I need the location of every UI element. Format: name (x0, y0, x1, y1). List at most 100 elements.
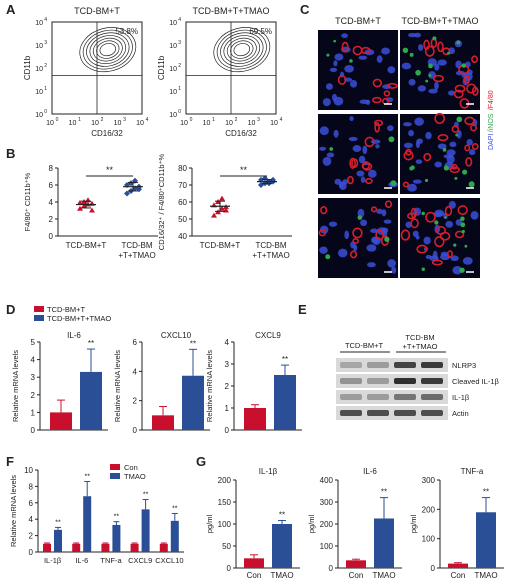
c-f480-cell (437, 41, 444, 53)
a-left-contour (82, 29, 133, 70)
g-sig: ** (279, 510, 285, 519)
e-band (394, 378, 416, 384)
f-y-tick-label: 4 (29, 515, 34, 524)
a-left-x-tick-exp: 4 (146, 117, 149, 123)
c-inos-signal (454, 176, 458, 180)
d-plot-0-y-tick-label: 2 (31, 391, 36, 400)
a-left-y-tick-label: 10 (35, 112, 43, 119)
a-right-x-tick-exp: 1 (212, 117, 215, 123)
c-nucleus (403, 142, 413, 149)
c-f480-cell (352, 238, 359, 245)
c-nucleus (445, 220, 454, 228)
c-nucleus (342, 179, 348, 185)
panel-letter-g: G (196, 454, 206, 469)
f-bar (83, 496, 92, 552)
c-inos-signal (428, 63, 433, 69)
a-left-y-tick-label: 10 (35, 20, 43, 27)
c-f480-cell (451, 125, 460, 133)
c-nucleus (448, 90, 455, 96)
c-nucleus (376, 208, 383, 215)
c-nucleus (407, 183, 417, 192)
b-left-point (77, 205, 83, 211)
g-plot-0-y-tick-label: 100 (218, 520, 232, 529)
a-right-x-tick-exp: 2 (235, 117, 238, 123)
c-nucleus (418, 44, 424, 51)
c-f480-cell (437, 134, 449, 142)
c-f480-cell (444, 205, 453, 216)
g-plot-1-y-tick-label: 0 (329, 564, 334, 573)
c-nucleus (319, 126, 329, 136)
c-nucleus (381, 47, 390, 55)
a-left-y-tick-exp: 4 (44, 17, 47, 23)
b-left-y-tick-label: 8 (49, 164, 54, 173)
d-bar (152, 415, 174, 430)
a-left-ylabel: CD11b (23, 55, 32, 80)
c-f480-cell (407, 212, 416, 220)
c-inos-signal (329, 147, 334, 151)
a-right-contour (230, 40, 254, 59)
g-ylabel: pg/ml (307, 514, 316, 533)
panel-letter-b: B (6, 146, 15, 161)
a-right-x-tick-exp: 4 (280, 117, 283, 123)
c-nucleus (434, 209, 445, 217)
c-nucleus (360, 176, 366, 183)
c-nucleus (319, 146, 327, 151)
d-bar (182, 375, 204, 430)
d-ylabel: Relative mRNA levels (11, 350, 20, 422)
e-lane-label: TCD-BM (405, 333, 434, 342)
e-blot-strip (336, 358, 448, 372)
d-plot-0-y-tick-label: 3 (31, 373, 36, 382)
c-nucleus (468, 149, 476, 156)
a-right-y-tick-label: 10 (169, 20, 177, 27)
g-plot-0-y-tick-label: 50 (222, 542, 231, 551)
b-right-category: TCD-BM (255, 241, 286, 250)
f-y-tick-label: 6 (29, 499, 34, 508)
c-f480-cell (464, 116, 475, 126)
c-inos-signal (447, 51, 450, 55)
a-right-contour (220, 32, 264, 67)
c-f480-cell (442, 47, 451, 56)
b-left-point (89, 207, 95, 213)
c-nucleus (381, 209, 387, 217)
d-plot-title: IL-6 (67, 331, 81, 340)
c-f480-cell (371, 96, 382, 104)
a-right-y-tick-exp: 2 (178, 63, 181, 69)
a-left-x-tick-exp: 2 (101, 117, 104, 123)
c-nucleus (341, 33, 348, 39)
d-legend-swatch (34, 306, 44, 312)
panel-letter-d: D (6, 302, 15, 317)
c-f480-cell (453, 89, 464, 99)
c-inos-signal (456, 40, 461, 45)
c-nucleus (455, 60, 462, 69)
c-f480-cell (434, 236, 445, 248)
c-image-liver-0 (318, 198, 398, 278)
g-sig: ** (483, 488, 489, 497)
c-f480-cell (433, 74, 445, 83)
c-nucleus (338, 248, 348, 258)
c-f480-cell (402, 181, 410, 188)
e-band (367, 394, 389, 400)
c-nucleus (349, 116, 354, 122)
e-band (421, 378, 443, 384)
d-legend-label: TCD-BM+T (47, 305, 86, 314)
c-f480-cell (320, 206, 328, 215)
c-f480-cell (337, 74, 347, 85)
c-f480-cell (435, 226, 447, 235)
g-category: TMAO (270, 571, 293, 580)
c-f480-cell (416, 244, 428, 254)
c-nucleus (344, 64, 354, 73)
g-plot-1-y-tick-label: 400 (320, 476, 334, 485)
d-bar (274, 375, 296, 430)
d-sig: ** (190, 339, 196, 348)
d-plot-0-y-tick-label: 5 (31, 338, 36, 347)
c-f480-cell (403, 150, 414, 161)
c-inos-signal (455, 133, 459, 137)
c-image-ileum-0 (318, 30, 398, 110)
a-left-x-tick-label: 10 (69, 120, 77, 127)
a-left-y-tick-exp: 0 (44, 109, 47, 115)
g-sig: ** (381, 488, 387, 497)
f-sig: ** (114, 514, 120, 521)
a-right-title: TCD-BM+T+TMAO (192, 6, 269, 16)
d-bar (244, 408, 266, 430)
a-left-quadrant-pct: 53.8% (115, 27, 138, 36)
